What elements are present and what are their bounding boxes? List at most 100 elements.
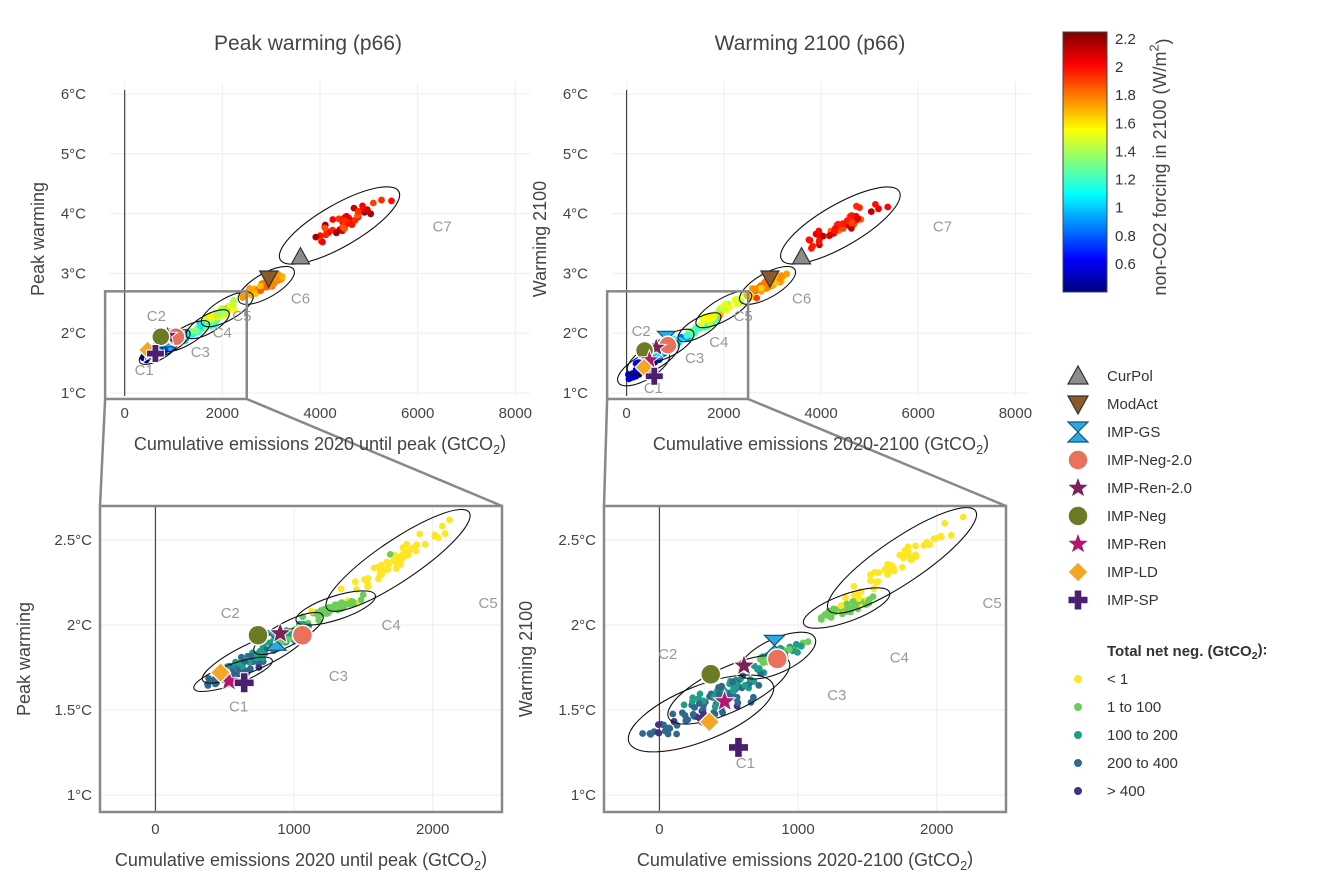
y-axis-label: Peak warming <box>28 182 48 296</box>
scatter-point <box>684 716 692 724</box>
scatter-point <box>383 558 391 566</box>
marker-curpol <box>791 246 812 265</box>
category-label-c1: C1 <box>736 755 755 772</box>
scatter-point <box>837 602 845 610</box>
y-tick-label: 1°C <box>67 787 92 804</box>
scatter-point <box>421 540 429 548</box>
scatter-point <box>755 682 763 689</box>
scatter-point <box>669 710 677 718</box>
scenario-markers <box>634 246 812 386</box>
y-tick-label: 5°C <box>61 146 86 163</box>
legend-item-imp-ren: IMP-Ren <box>1065 531 1166 555</box>
scatter-point <box>839 225 847 232</box>
scatter-point <box>871 569 878 576</box>
zoom-box <box>605 290 750 401</box>
scatter-point <box>854 215 862 222</box>
scatter-point <box>369 199 377 207</box>
scatter-point <box>797 642 805 650</box>
ellipse-c4 <box>802 587 891 629</box>
scatter-point <box>848 225 855 232</box>
scatter-point <box>393 565 400 572</box>
legend-label: IMP-Neg <box>1107 508 1166 525</box>
scatter-point <box>855 595 863 602</box>
net-negative-legend-item: 200 to 400 <box>1074 755 1178 772</box>
y-tick-label: 5°C <box>563 146 588 163</box>
scatter-point <box>386 551 394 558</box>
scatter-point <box>941 519 949 527</box>
x-tick-label: 8000 <box>499 405 532 422</box>
scatter-point <box>786 646 793 653</box>
scatter-point <box>377 561 385 569</box>
scatter-point <box>399 550 407 558</box>
x-axis-label: Cumulative emissions 2020-2100 (GtCO2) <box>637 848 973 872</box>
zoom-connector-left <box>98 398 107 507</box>
scatter-point <box>689 710 697 718</box>
scatter-point <box>416 530 424 538</box>
ellipse-c5 <box>695 290 753 329</box>
legend-swatch <box>1074 703 1082 711</box>
y-tick-label: 4°C <box>563 206 588 223</box>
scatter-point <box>333 229 340 237</box>
scatter-point <box>655 721 662 728</box>
x-tick-label: 4000 <box>804 405 837 422</box>
scatter-point <box>660 721 668 729</box>
colorbar-title: non-CO2 forcing in 2100 (W/m2) <box>1147 38 1173 295</box>
scatter-point <box>851 600 859 607</box>
marker-imp-sp <box>145 344 165 364</box>
y-tick-label: 2°C <box>61 325 86 342</box>
zoom-frame <box>602 504 1008 814</box>
scatter-point <box>193 327 200 335</box>
scatter-point <box>354 208 362 215</box>
colorbar-tick-label: 1.8 <box>1115 87 1136 104</box>
scatter-point <box>830 227 838 235</box>
scatter-point <box>753 294 761 302</box>
y-tick-label: 2°C <box>563 325 588 342</box>
legend-swatch <box>1074 787 1082 795</box>
legend-label: 1 to 100 <box>1107 699 1161 716</box>
scatter-point <box>446 516 453 524</box>
scatter-point <box>322 231 330 239</box>
scatter-point <box>842 594 849 602</box>
scatter-point <box>848 219 856 227</box>
category-label-c3: C3 <box>685 350 704 367</box>
x-tick-label: 2000 <box>206 405 239 422</box>
colorbar-tick-label: 0.6 <box>1115 256 1136 273</box>
category-label-c5: C5 <box>479 595 498 612</box>
legend-label: ModAct <box>1107 396 1159 413</box>
ellipse-c4 <box>677 312 722 343</box>
scatter-point <box>364 575 372 582</box>
y-tick-label: 3°C <box>563 265 588 282</box>
scenario-markers <box>137 246 311 364</box>
imp-ld-icon <box>1067 561 1089 583</box>
scatter-point <box>867 577 874 585</box>
scatter-point <box>680 701 688 709</box>
scatter-point <box>696 690 704 698</box>
colorbar-gradient <box>1062 31 1108 293</box>
legend-item-curpol: CurPol <box>1066 364 1153 385</box>
scatter-point <box>691 704 698 711</box>
category-ellipses <box>617 186 901 387</box>
category-label-c3: C3 <box>827 687 846 704</box>
imp-gs-icon <box>1066 421 1090 443</box>
scatter-point <box>391 558 398 565</box>
scatter-point <box>751 285 759 293</box>
y-tick-label: 2.5°C <box>54 532 92 549</box>
scatter-point <box>363 206 371 214</box>
x-axis-label: Cumulative emissions 2020 until peak (Gt… <box>115 848 487 872</box>
marker-imp-sp <box>233 672 255 694</box>
scatter-point <box>825 612 832 620</box>
scatter-point <box>346 599 354 607</box>
scatter-point <box>926 541 933 549</box>
y-tick-label: 1°C <box>563 385 588 402</box>
category-label-c5: C5 <box>232 308 251 325</box>
category-label-c7: C7 <box>933 219 952 236</box>
scatter-point <box>256 647 264 655</box>
category-label-c4: C4 <box>890 649 909 666</box>
marker-imp-ld <box>634 357 654 378</box>
colorbar: 0.6 0.8 1 1.2 1.4 1.6 1.8 2 2.2 non-CO2 forcing i… <box>1062 31 1173 296</box>
x-axis-label: Cumulative emissions 2020 until peak (Gt… <box>134 432 506 456</box>
y-tick-label: 3°C <box>61 265 86 282</box>
net-negative-legend-item: > 400 <box>1074 783 1145 800</box>
x-tick-label: 1000 <box>781 821 814 838</box>
scatter-point <box>717 684 724 691</box>
